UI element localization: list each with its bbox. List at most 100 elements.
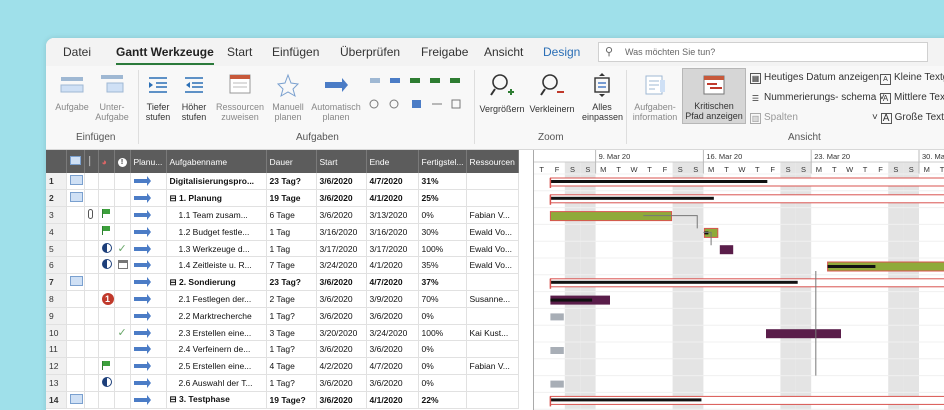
task-name-cell[interactable]: 2.1 Festlegen der... [166, 290, 267, 308]
task-name-cell[interactable]: ⊟ 2. Sondierung [166, 273, 267, 292]
duration-cell[interactable]: 3 Tage [266, 324, 317, 342]
tell-me-search[interactable]: ⚲ Was möchten Sie tun? [598, 42, 928, 62]
tab-start[interactable]: Start [227, 45, 253, 59]
start-cell[interactable]: 3/6/2020 [316, 340, 367, 359]
zoom-in-button[interactable]: Vergrößern [478, 72, 526, 114]
task-mode-cell[interactable] [130, 324, 167, 342]
task-bar[interactable] [550, 380, 564, 388]
percent-complete-cell[interactable]: 30% [418, 223, 467, 241]
start-cell[interactable]: 3/6/2020 [316, 273, 367, 292]
percent-complete-cell[interactable]: 70% [418, 290, 467, 308]
duration-cell[interactable]: 23 Tag? [266, 173, 317, 191]
resources-cell[interactable] [466, 307, 519, 325]
task-name-cell[interactable]: 2.4 Verfeinern de... [166, 340, 267, 359]
percent-complete-cell[interactable]: 100% [418, 324, 467, 342]
tab-datei[interactable]: Datei [63, 45, 92, 59]
row-number[interactable]: 11 [46, 340, 67, 359]
task-bar[interactable] [719, 245, 734, 255]
start-cell[interactable]: 3/24/2020 [316, 256, 367, 275]
task-bar[interactable] [550, 347, 564, 354]
resources-cell[interactable]: Ewald Vo... [466, 256, 519, 275]
start-cell[interactable]: 3/17/2020 [316, 240, 367, 258]
columns-button[interactable]: ▥ Spalten [750, 112, 798, 124]
header-aufgabenname[interactable]: Aufgabenname [166, 150, 267, 173]
indent-button[interactable]: Tiefer stufen [142, 72, 174, 122]
task-name-cell[interactable]: 2.3 Erstellen eine... [166, 324, 267, 342]
end-cell[interactable]: 4/1/2020 [366, 391, 419, 409]
tab-ueberpruefen[interactable]: Überprüfen [340, 45, 401, 59]
start-cell[interactable]: 3/6/2020 [316, 173, 367, 191]
gantt-chart[interactable]: T F S S M T W T F S S M T W T F S S M T W T F S S M T 9. Mar 20 16. … [533, 150, 944, 410]
row-number[interactable]: 13 [46, 374, 67, 392]
duration-cell[interactable]: 1 Tag [266, 223, 317, 241]
table-row[interactable]: 3 1.1 Team zusam... 6 Tage 3/6/2020 3/13/202… [46, 206, 519, 224]
duration-cell[interactable]: 19 Tage [266, 189, 317, 208]
task-progress[interactable] [827, 265, 876, 268]
add-task-button[interactable]: Aufgabe [54, 72, 90, 112]
task-mode-cell[interactable] [130, 374, 167, 392]
task-name-cell[interactable]: ⊟ 1. Planung [166, 189, 267, 208]
header-flag-col[interactable]: ◕ [98, 150, 115, 173]
table-row[interactable]: 9 2.2 Marktrecherche 1 Tag? 3/6/2020 3/6/202… [46, 307, 519, 325]
percent-complete-cell[interactable]: 22% [418, 391, 467, 409]
percent-complete-cell[interactable]: 31% [418, 173, 467, 191]
small-text-button[interactable]: A Kleine Textg [880, 72, 944, 85]
task-mode-cell[interactable] [130, 240, 167, 258]
end-cell[interactable]: 3/6/2020 [366, 307, 419, 325]
end-cell[interactable]: 4/7/2020 [366, 357, 419, 376]
end-cell[interactable]: 3/6/2020 [366, 340, 419, 359]
start-cell[interactable]: 3/6/2020 [316, 290, 367, 308]
start-cell[interactable]: 3/20/2020 [316, 324, 367, 342]
start-cell[interactable]: 3/6/2020 [316, 391, 367, 409]
row-number[interactable]: 1 [46, 173, 67, 191]
header-start[interactable]: Start [316, 150, 367, 173]
header-fertigstellung[interactable]: Fertigstel... [418, 150, 467, 173]
table-row[interactable]: 5 ✓ 1.3 Werkzeuge d... 1 Tag 3/17/2020 3/17/2… [46, 240, 519, 258]
row-number[interactable]: 6 [46, 256, 67, 275]
resources-cell[interactable] [466, 374, 519, 392]
percent-complete-cell[interactable]: 0% [418, 307, 467, 325]
percent-complete-cell[interactable]: 25% [418, 189, 467, 208]
task-mode-cell[interactable] [130, 173, 167, 191]
task-bar[interactable] [549, 211, 673, 222]
end-cell[interactable]: 3/16/2020 [366, 223, 419, 241]
end-cell[interactable]: 3/6/2020 [366, 374, 419, 392]
duration-cell[interactable]: 23 Tag? [266, 273, 317, 292]
duration-cell[interactable]: 19 Tage? [266, 391, 317, 409]
table-row[interactable]: 12 2.5 Erstellen eine... 4 Tage 4/2/2020 4/7… [46, 357, 519, 376]
medium-text-button[interactable]: A Mittlere Text [880, 92, 944, 104]
task-mode-cell[interactable] [130, 357, 167, 376]
percent-complete-cell[interactable]: 0% [418, 206, 467, 224]
table-row[interactable]: 13 2.6 Auswahl der T... 1 Tag? 3/6/2020 3/6/… [46, 374, 519, 392]
table-row[interactable]: 8 1 2.1 Festlegen der... 2 Tage 3/6/2020 3/9/… [46, 290, 519, 308]
table-row[interactable]: 6 1.4 Zeitleiste u. R... 7 Tage 3/24/2020 4/… [46, 256, 519, 275]
table-row[interactable]: 1 Digitalisierungspro... 23 Tag? 3/6/2020 4/… [46, 173, 519, 191]
duration-cell[interactable]: 7 Tage [266, 256, 317, 275]
task-mode-cell[interactable] [130, 189, 167, 208]
resources-cell[interactable]: Kai Kust... [466, 324, 519, 342]
auto-schedule-button[interactable]: Automatisch planen [310, 72, 362, 122]
end-cell[interactable]: 3/17/2020 [366, 240, 419, 258]
header-note-col[interactable] [66, 150, 85, 173]
table-row[interactable]: 2 ⊟ 1. Planung 19 Tage 3/6/2020 4/1/2020 25% [46, 189, 519, 208]
row-number[interactable]: 12 [46, 357, 67, 376]
resources-cell[interactable] [466, 189, 519, 208]
start-cell[interactable]: 3/6/2020 [316, 206, 367, 224]
summary-bar-progress[interactable] [550, 196, 714, 200]
task-name-cell[interactable]: ⊟ 3. Testphase [166, 391, 267, 409]
task-progress[interactable] [550, 298, 593, 302]
assign-resources-button[interactable]: Ressourcen zuweisen [216, 72, 264, 122]
row-number[interactable]: 8 [46, 290, 67, 308]
table-row[interactable]: 11 2.4 Verfeinern de... 1 Tag? 3/6/2020 3/6/… [46, 340, 519, 359]
end-cell[interactable]: 3/9/2020 [366, 290, 419, 308]
task-bar[interactable] [550, 313, 564, 321]
end-cell[interactable]: 4/1/2020 [366, 189, 419, 208]
duration-cell[interactable]: 2 Tage [266, 290, 317, 308]
row-number[interactable]: 3 [46, 206, 67, 224]
summary-bar-progress[interactable] [550, 180, 768, 183]
progress-percent-icons[interactable] [368, 76, 464, 116]
percent-complete-cell[interactable]: 100% [418, 240, 467, 258]
resources-cell[interactable]: Fabian V... [466, 357, 519, 376]
row-number[interactable]: 10 [46, 324, 67, 342]
